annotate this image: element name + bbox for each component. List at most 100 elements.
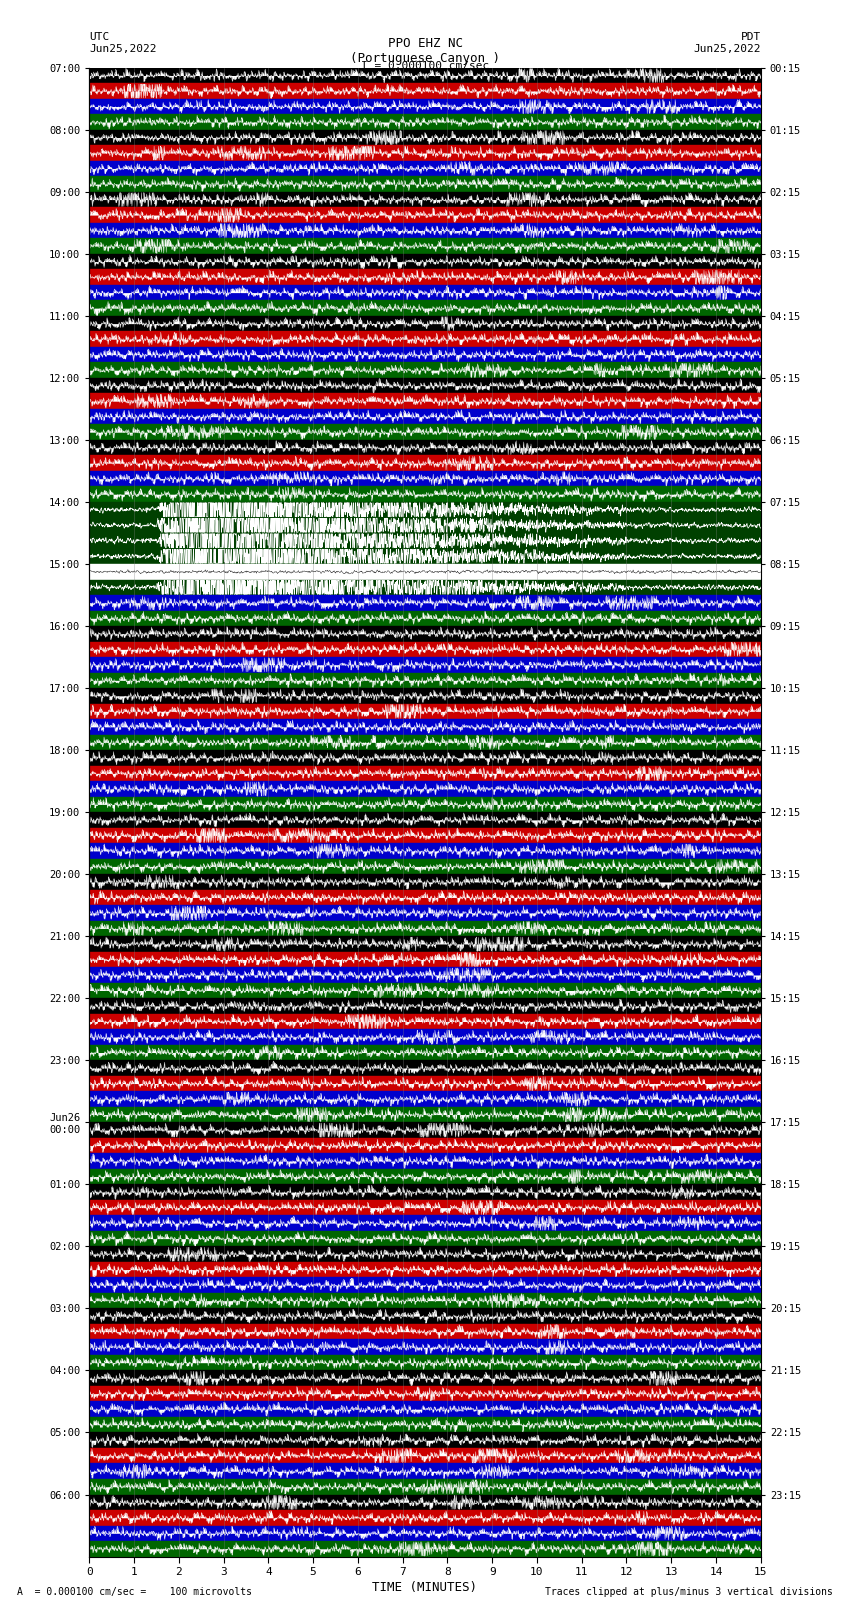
- Bar: [89, 1277, 761, 1294]
- Bar: [89, 595, 761, 611]
- Bar: [89, 1324, 761, 1339]
- Bar: [89, 1261, 761, 1277]
- Bar: [89, 269, 761, 286]
- Bar: [89, 176, 761, 192]
- Text: Jun25,2022: Jun25,2022: [694, 44, 761, 53]
- X-axis label: TIME (MINUTES): TIME (MINUTES): [372, 1581, 478, 1594]
- Bar: [89, 1355, 761, 1371]
- Bar: [89, 905, 761, 921]
- Bar: [89, 1294, 761, 1308]
- Bar: [89, 239, 761, 253]
- Bar: [89, 1416, 761, 1432]
- Bar: [89, 347, 761, 363]
- Bar: [89, 1495, 761, 1510]
- Bar: [89, 1200, 761, 1215]
- Bar: [89, 1029, 761, 1045]
- Bar: [89, 936, 761, 952]
- Bar: [89, 145, 761, 161]
- Bar: [89, 1448, 761, 1463]
- Title: PPO EHZ NC
(Portuguese Canyon ): PPO EHZ NC (Portuguese Canyon ): [350, 37, 500, 65]
- Bar: [89, 703, 761, 719]
- Bar: [89, 192, 761, 208]
- Bar: [89, 300, 761, 316]
- Text: A  = 0.000100 cm/sec =    100 microvolts: A = 0.000100 cm/sec = 100 microvolts: [17, 1587, 252, 1597]
- Text: UTC: UTC: [89, 32, 110, 42]
- Bar: [89, 1060, 761, 1076]
- Bar: [89, 1013, 761, 1029]
- Bar: [89, 1076, 761, 1092]
- Bar: [89, 208, 761, 223]
- Bar: [89, 656, 761, 673]
- Text: I = 0.000100 cm/sec: I = 0.000100 cm/sec: [361, 61, 489, 71]
- Bar: [89, 734, 761, 750]
- Bar: [89, 363, 761, 377]
- Bar: [89, 1526, 761, 1540]
- Bar: [89, 502, 761, 518]
- Bar: [89, 1137, 761, 1153]
- Bar: [89, 689, 761, 703]
- Bar: [89, 316, 761, 331]
- Bar: [89, 377, 761, 394]
- Bar: [89, 1215, 761, 1231]
- Bar: [89, 858, 761, 874]
- Bar: [89, 673, 761, 689]
- Text: Traces clipped at plus/minus 3 vertical divisions: Traces clipped at plus/minus 3 vertical …: [545, 1587, 833, 1597]
- Bar: [89, 1386, 761, 1402]
- Bar: [89, 1092, 761, 1107]
- Bar: [89, 410, 761, 424]
- Bar: [89, 968, 761, 982]
- Bar: [89, 1184, 761, 1200]
- Bar: [89, 84, 761, 98]
- Bar: [89, 1153, 761, 1169]
- Bar: [89, 642, 761, 656]
- Bar: [89, 1107, 761, 1123]
- Bar: [89, 253, 761, 269]
- Bar: [89, 331, 761, 347]
- Bar: [89, 1123, 761, 1137]
- Bar: [89, 874, 761, 890]
- Bar: [89, 998, 761, 1013]
- Bar: [89, 1169, 761, 1184]
- Bar: [89, 844, 761, 858]
- Bar: [89, 921, 761, 936]
- Bar: [89, 611, 761, 626]
- Bar: [89, 424, 761, 440]
- Bar: [89, 565, 761, 579]
- Bar: [89, 223, 761, 239]
- Bar: [89, 890, 761, 905]
- Bar: [89, 1247, 761, 1261]
- Bar: [89, 813, 761, 827]
- Bar: [89, 750, 761, 766]
- Bar: [89, 487, 761, 502]
- Bar: [89, 579, 761, 595]
- Bar: [89, 98, 761, 115]
- Text: Jun25,2022: Jun25,2022: [89, 44, 156, 53]
- Bar: [89, 1479, 761, 1495]
- Bar: [89, 952, 761, 968]
- Bar: [89, 471, 761, 487]
- Bar: [89, 1432, 761, 1448]
- Text: PDT: PDT: [740, 32, 761, 42]
- Bar: [89, 548, 761, 565]
- Bar: [89, 532, 761, 548]
- Bar: [89, 982, 761, 998]
- Bar: [89, 68, 761, 84]
- Bar: [89, 1308, 761, 1324]
- Bar: [89, 1045, 761, 1060]
- Bar: [89, 440, 761, 455]
- Bar: [89, 129, 761, 145]
- Bar: [89, 1402, 761, 1416]
- Bar: [89, 455, 761, 471]
- Bar: [89, 1510, 761, 1526]
- Bar: [89, 161, 761, 176]
- Bar: [89, 1371, 761, 1386]
- Bar: [89, 626, 761, 642]
- Bar: [89, 1339, 761, 1355]
- Bar: [89, 1463, 761, 1479]
- Bar: [89, 394, 761, 410]
- Bar: [89, 1540, 761, 1557]
- Bar: [89, 781, 761, 797]
- Bar: [89, 766, 761, 781]
- Bar: [89, 719, 761, 734]
- Bar: [89, 518, 761, 532]
